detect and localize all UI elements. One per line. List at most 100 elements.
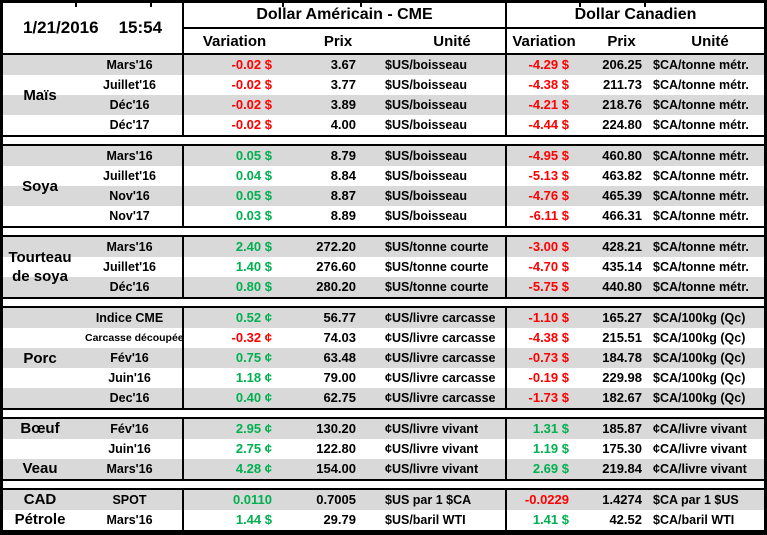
contract-month: Déc'16 [109, 280, 150, 294]
us-price: 122.80 [316, 441, 356, 456]
group-label-line: de soya [12, 268, 68, 285]
us-price: 130.20 [316, 421, 356, 436]
us-unit: $US/tonne courte [385, 260, 489, 274]
ca-unite-header: Unité [691, 32, 729, 50]
us-variation: -0.32 ¢ [182, 328, 285, 348]
us-variation: -0.02 $ [182, 75, 285, 95]
group-label: Maïs [3, 55, 85, 135]
ca-variation: 1.19 $ [505, 439, 581, 459]
quote-row: Mars'16 2.40 $ 272.20 $US/tonne courte -3.00… [3, 237, 764, 257]
ca-variation: -4.76 $ [505, 186, 581, 206]
us-price: 8.87 [330, 188, 356, 203]
group-label: Porc [3, 308, 85, 408]
ca-variation: -5.75 $ [505, 277, 581, 297]
contract-month: Nov'16 [109, 189, 150, 203]
ca-unit: $CA/tonne métr. [653, 280, 749, 294]
section-tourteau-de-soya: Mars'16 2.40 $ 272.20 $US/tonne courte -3.00… [3, 235, 764, 299]
us-variation: 0.05 $ [182, 146, 285, 166]
group-label: CAD [23, 491, 57, 508]
time-label: 15:54 [118, 18, 163, 37]
us-price: 29.79 [323, 512, 356, 527]
us-variation: -0.02 $ [182, 115, 285, 135]
ca-prix-header: Prix [607, 32, 636, 50]
ca-variation: -1.10 $ [505, 308, 581, 328]
ca-dollar-header: Dollar Canadien Variation Prix Unité [505, 3, 764, 53]
ca-variation: -4.38 $ [505, 75, 581, 95]
quote-row: Bœuf Fév'16 2.95 ¢ 130.20 ¢US/livre vivant 1.… [3, 419, 764, 439]
us-prix-header: Prix [323, 32, 353, 50]
ca-variation: -4.38 $ [505, 328, 581, 348]
us-variation: 0.04 $ [182, 166, 285, 186]
section-gap [3, 228, 764, 235]
quote-row: Carcasse découpée -0.32 ¢ 74.03 ¢US/livre c… [3, 328, 764, 348]
us-unit: ¢US/livre vivant [385, 462, 479, 476]
ca-price: 184.78 [602, 350, 642, 365]
ca-unit: ¢CA/livre vivant [653, 462, 747, 476]
contract-month: Juillet'16 [103, 169, 156, 183]
grid-tick [360, 3, 362, 7]
ca-price: 165.27 [602, 310, 642, 325]
us-variation: 1.40 $ [182, 257, 285, 277]
us-column-headers: Variation Prix Unité [184, 29, 505, 53]
us-price: 8.84 [330, 168, 356, 183]
grid-tick [644, 3, 646, 7]
us-price: 8.79 [330, 148, 356, 163]
us-unit: ¢US/livre carcasse [385, 371, 496, 385]
group-label: Tourteau de soya [3, 237, 85, 297]
quote-row: Indice CME 0.52 ¢ 56.77 ¢US/livre carcasse -… [3, 308, 764, 328]
us-unit: $US/tonne courte [385, 240, 489, 254]
contract-month: Déc'17 [109, 118, 150, 132]
quote-row: Mars'16 -0.02 $ 3.67 $US/boisseau -4.29 $ 206… [3, 55, 764, 75]
ca-unit: $CA/100kg (Qc) [653, 391, 746, 405]
us-unit: $US/boisseau [385, 98, 467, 112]
ca-price: 463.82 [602, 168, 642, 183]
quote-row: Déc'17 -0.02 $ 4.00 $US/boisseau -4.44 $ 224.… [3, 115, 764, 135]
quote-row: Dec'16 0.40 ¢ 62.75 ¢US/livre carcasse -1.73… [3, 388, 764, 408]
us-unit: $US/tonne courte [385, 280, 489, 294]
us-price: 8.89 [330, 208, 356, 223]
us-unit: $US par 1 $CA [385, 493, 472, 507]
group-label-line: Porc [23, 349, 57, 367]
table-header: 1/21/2016 15:54 Dollar Américain - CME V… [3, 3, 764, 53]
section-boeuf-veau: Bœuf Fév'16 2.95 ¢ 130.20 ¢US/livre vivant 1.… [3, 417, 764, 481]
quote-row: Nov'16 0.05 $ 8.87 $US/boisseau -4.76 $ 465.3… [3, 186, 764, 206]
ca-unit: $CA/tonne métr. [653, 149, 749, 163]
us-variation: 0.40 ¢ [182, 388, 285, 408]
ca-variation: -4.70 $ [505, 257, 581, 277]
quote-row: CAD SPOT 0.0110 0.7005 $US par 1 $CA -0.0229 1… [3, 490, 764, 510]
contract-month: Juillet'16 [103, 260, 156, 274]
us-variation: -0.02 $ [182, 55, 285, 75]
us-unit: ¢US/livre carcasse [385, 331, 496, 345]
quote-row: Juillet'16 0.04 $ 8.84 $US/boisseau -5.13 $ 4… [3, 166, 764, 186]
us-price: 0.7005 [316, 492, 356, 507]
us-price: 280.20 [316, 279, 356, 294]
quote-row: Fév'16 0.75 ¢ 63.48 ¢US/livre carcasse -0.73… [3, 348, 764, 368]
sections-container: Mars'16 -0.02 $ 3.67 $US/boisseau -4.29 $ 206… [3, 53, 764, 532]
ca-variation: -4.21 $ [505, 95, 581, 115]
group-label: Soya [3, 146, 85, 226]
ca-variation: 2.69 $ [505, 459, 581, 479]
ca-price: 465.39 [602, 188, 642, 203]
contract-month: Dec'16 [109, 391, 150, 405]
contract-month: Mars'16 [106, 462, 153, 476]
ca-unit: ¢CA/livre vivant [653, 422, 747, 436]
ca-variation: 1.41 $ [505, 510, 581, 530]
ca-unit: $CA/tonne métr. [653, 118, 749, 132]
us-price: 62.75 [323, 390, 356, 405]
section-gap [3, 481, 764, 488]
ca-unit: $CA/100kg (Qc) [653, 351, 746, 365]
us-section-title: Dollar Américain - CME [184, 3, 505, 29]
contract-month: Mars'16 [106, 149, 153, 163]
us-unit: $US/boisseau [385, 118, 467, 132]
ca-price: 211.73 [602, 77, 642, 92]
contract-month: Mars'16 [106, 58, 153, 72]
ca-unit: $CA/100kg (Qc) [653, 311, 746, 325]
us-variation: 1.18 ¢ [182, 368, 285, 388]
us-variation: 0.03 $ [182, 206, 285, 226]
ca-variation: -4.95 $ [505, 146, 581, 166]
ca-variation: -4.29 $ [505, 55, 581, 75]
section-soya: Mars'16 0.05 $ 8.79 $US/boisseau -4.95 $ 460.… [3, 144, 764, 228]
quote-row: Juillet'16 1.40 $ 276.60 $US/tonne courte -4… [3, 257, 764, 277]
us-price: 74.03 [323, 330, 356, 345]
us-variation-header: Variation [202, 32, 267, 50]
